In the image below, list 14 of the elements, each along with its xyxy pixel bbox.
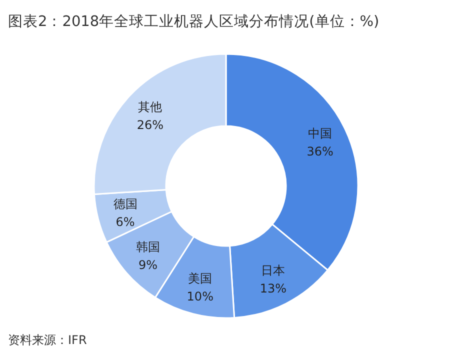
chart-title: 图表2：2018年全球工业机器人区域分布情况(单位：%) [8,13,380,30]
data-label: 9% [138,258,158,272]
data-label: 36% [306,144,334,159]
data-label: 26% [136,118,164,132]
slice-label: 中国 [308,126,332,141]
data-label: 13% [260,282,287,296]
slice-label: 日本 [261,264,286,278]
data-label: 6% [116,214,135,229]
text: 资料来源：IFR [8,333,87,347]
slice-label: 其他 [138,100,162,114]
slice-label: 韩国 [136,240,160,254]
data-label: 10% [186,290,214,304]
slice-label: 美国 [188,272,212,286]
slice-label: 德国 [113,196,138,211]
